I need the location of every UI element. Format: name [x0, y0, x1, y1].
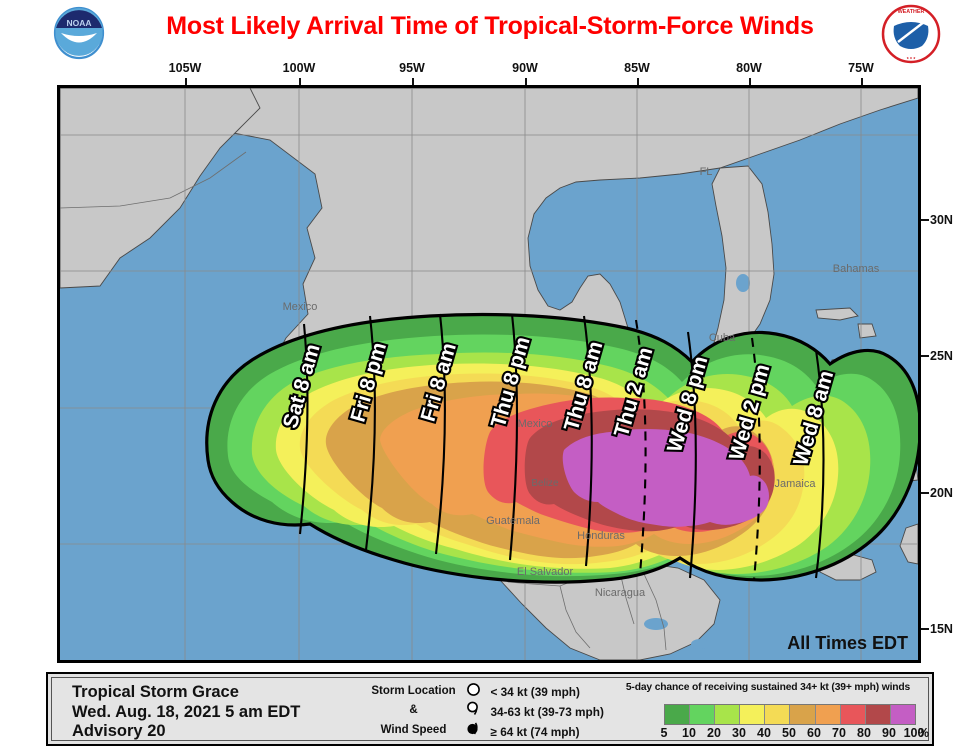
colorbar-tick-60: 60 [807, 726, 821, 740]
wind-key-label-0: < 34 kt (39 mph) [490, 685, 580, 699]
colorbar-swatch-9 [890, 705, 915, 724]
wind-speed-key: < 34 kt (39 mph) 34-63 kt (39-73 mph) [466, 682, 604, 740]
colorbar-tick-10: 10 [682, 726, 696, 740]
lon-tick-label-80w: 80W [736, 61, 762, 75]
lat-tick-mark-25n [920, 355, 929, 357]
timezone-note: All Times EDT [787, 633, 908, 653]
lon-tick-mark-75w [861, 78, 863, 86]
colorbar-swatch-2 [715, 705, 741, 724]
arrival-time-contour-lines [298, 313, 825, 581]
lat-tick-label-30n: 30N [930, 213, 953, 227]
lon-tick-label-85w: 85W [624, 61, 650, 75]
geo-label-cuba-2: Cuba [709, 332, 736, 344]
colorbar-swatch-8 [865, 705, 891, 724]
geo-label-belize-6: Belize [531, 478, 559, 489]
wind-key-row-tropical-depression: < 34 kt (39 mph) [466, 682, 604, 701]
hooked-circle-icon [466, 701, 486, 723]
lon-tick-mark-100w [299, 78, 301, 86]
colorbar-tick-40: 40 [757, 726, 771, 740]
lon-tick-label-100w: 100W [282, 61, 316, 75]
svg-text:NOAA: NOAA [66, 18, 91, 28]
geo-label-honduras-8: Honduras [577, 530, 625, 542]
lon-tick-label-90w: 90W [512, 61, 538, 75]
svg-text:* * *: * * * [907, 57, 916, 63]
filled-circle-icon [466, 721, 486, 743]
storm-name: Tropical Storm Grace [72, 683, 239, 701]
legend-panel: Tropical Storm Grace Wed. Aug. 18, 2021 … [46, 672, 934, 746]
colorbar-tick-30: 30 [732, 726, 746, 740]
colorbar-tick-90: 90 [882, 726, 896, 740]
lat-tick-mark-30n [920, 219, 929, 221]
wind-key-label-1: 34-63 kt (39-73 mph) [490, 705, 604, 720]
lon-tick-mark-105w [185, 78, 187, 86]
geo-label-bahamas-1: Bahamas [833, 263, 880, 275]
probability-legend: 5-day chance of receiving sustained 34+ … [612, 682, 929, 740]
probability-contours [206, 314, 918, 583]
colorbar-swatch-5 [790, 705, 816, 724]
geo-label-mexico-5: Mexico [518, 418, 553, 430]
lon-tick-mark-80w [749, 78, 751, 86]
geo-label-mexico-4: Mexico [283, 301, 318, 313]
geo-label-el-salvador-9: El Salvador [517, 566, 574, 578]
lon-tick-label-105w: 105W [168, 61, 202, 75]
storm-info-block: Tropical Storm Grace Wed. Aug. 18, 2021 … [72, 683, 300, 742]
advisory-number: Advisory 20 [72, 722, 166, 740]
open-circle-icon [466, 682, 486, 702]
probability-unit-label: % [918, 726, 930, 740]
wind-key-row-hurricane: ≥ 64 kt (74 mph) [466, 721, 604, 740]
lat-tick-mark-20n [920, 492, 929, 494]
colorbar-swatch-7 [840, 705, 866, 724]
noaa-logo: NOAA [53, 6, 105, 60]
storm-datetime: Wed. Aug. 18, 2021 5 am EDT [72, 702, 301, 721]
lon-tick-mark-95w [412, 78, 414, 86]
wind-key-label-2: ≥ 64 kt (74 mph) [490, 724, 580, 739]
lat-tick-label-25n: 25N [930, 349, 953, 363]
probability-colorbar [664, 704, 916, 725]
probability-caption: 5-day chance of receiving sustained 34+ … [625, 682, 911, 693]
colorbar-tick-50: 50 [782, 726, 796, 740]
colorbar-swatch-4 [765, 705, 791, 724]
page-title: Most Likely Arrival Time of Tropical-Sto… [166, 12, 814, 40]
geo-label-nicaragua-10: Nicaragua [595, 587, 646, 599]
legend-inner-border: Tropical Storm Grace Wed. Aug. 18, 2021 … [51, 677, 929, 741]
geo-label-jamaica-3: Jamaica [775, 478, 817, 490]
colorbar-tick-80: 80 [857, 726, 871, 740]
national-weather-service-logo: WEATHER * * * [881, 4, 941, 64]
colorbar-tick-20: 20 [707, 726, 721, 740]
colorbar-swatch-0 [665, 705, 691, 724]
storm-location-line-2: & [409, 704, 418, 717]
forecast-map[interactable]: .land { fill:#c8c8c8; stroke:#4a4a4a; st… [57, 85, 921, 663]
probability-tick-labels: 5 10 20 30 40 50 60 70 80 90 100 [638, 726, 938, 742]
geo-label-fl-0: FL [700, 166, 713, 178]
colorbar-swatch-6 [815, 705, 841, 724]
geographic-labels: FL Bahamas Cuba Jamaica Mexico Mexico Belize Gu… [283, 166, 880, 599]
colorbar-swatch-3 [740, 705, 766, 724]
lat-tick-label-15n: 15N [930, 622, 953, 636]
lat-tick-mark-15n [920, 628, 929, 630]
wind-key-row-tropical-storm: 34-63 kt (39-73 mph) [466, 701, 604, 720]
colorbar-tick-5: 5 [660, 726, 668, 740]
colorbar-tick-70: 70 [832, 726, 846, 740]
header: NOAA Most Likely Arrival Time of Tropica… [0, 0, 980, 64]
storm-location-title: Storm Location & Wind Speed [356, 682, 471, 740]
colorbar-tick-100: 100 [903, 726, 925, 740]
svg-text:WEATHER: WEATHER [898, 9, 925, 15]
map-canvas: .land { fill:#c8c8c8; stroke:#4a4a4a; st… [60, 88, 918, 660]
lon-tick-label-95w: 95W [399, 61, 425, 75]
lon-tick-mark-85w [637, 78, 639, 86]
lon-tick-label-75w: 75W [848, 61, 874, 75]
geo-label-guatemala-7: Guatemala [486, 515, 541, 527]
lat-tick-label-20n: 20N [930, 486, 953, 500]
storm-location-line-1: Storm Location [371, 685, 456, 697]
lon-tick-mark-90w [525, 78, 527, 86]
storm-location-line-3: Wind Speed [380, 723, 447, 736]
colorbar-swatch-1 [690, 705, 716, 724]
